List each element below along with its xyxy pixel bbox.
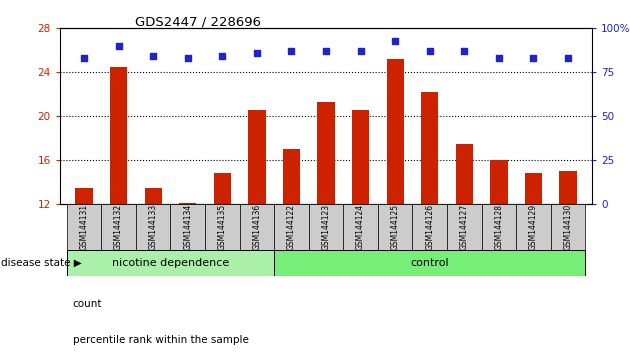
- Text: GSM144127: GSM144127: [460, 204, 469, 250]
- Text: percentile rank within the sample: percentile rank within the sample: [72, 335, 248, 345]
- FancyBboxPatch shape: [274, 250, 585, 276]
- Bar: [144, 188, 162, 204]
- FancyBboxPatch shape: [205, 204, 239, 250]
- Bar: [352, 110, 369, 204]
- FancyBboxPatch shape: [481, 204, 516, 250]
- Text: GSM144128: GSM144128: [495, 204, 503, 250]
- Point: [321, 48, 331, 54]
- Text: GDS2447 / 228696: GDS2447 / 228696: [135, 16, 261, 29]
- FancyBboxPatch shape: [343, 204, 378, 250]
- Point: [148, 53, 158, 59]
- Point: [529, 55, 539, 61]
- Point: [355, 48, 365, 54]
- FancyBboxPatch shape: [67, 250, 274, 276]
- Bar: [387, 59, 404, 204]
- Point: [563, 55, 573, 61]
- FancyBboxPatch shape: [378, 204, 413, 250]
- Bar: [455, 144, 473, 204]
- Text: GSM144130: GSM144130: [563, 204, 573, 250]
- Text: GSM144125: GSM144125: [391, 204, 399, 250]
- FancyBboxPatch shape: [447, 204, 481, 250]
- Bar: [525, 173, 542, 204]
- Point: [252, 50, 262, 56]
- Text: GSM144133: GSM144133: [149, 204, 158, 250]
- FancyBboxPatch shape: [67, 204, 101, 250]
- Text: nicotine dependence: nicotine dependence: [112, 258, 229, 268]
- Text: control: control: [410, 258, 449, 268]
- FancyBboxPatch shape: [136, 204, 171, 250]
- Text: GSM144122: GSM144122: [287, 204, 296, 250]
- Text: GSM144132: GSM144132: [114, 204, 123, 250]
- Text: GSM144131: GSM144131: [79, 204, 89, 250]
- Text: GSM144123: GSM144123: [321, 204, 331, 250]
- FancyBboxPatch shape: [516, 204, 551, 250]
- Bar: [318, 102, 335, 204]
- Text: GSM144129: GSM144129: [529, 204, 538, 250]
- Point: [459, 48, 469, 54]
- FancyBboxPatch shape: [309, 204, 343, 250]
- FancyBboxPatch shape: [413, 204, 447, 250]
- Text: GSM144124: GSM144124: [356, 204, 365, 250]
- Point: [287, 48, 297, 54]
- Text: GSM144135: GSM144135: [218, 204, 227, 250]
- Text: count: count: [72, 299, 102, 309]
- Bar: [283, 149, 300, 204]
- Bar: [421, 92, 438, 204]
- Text: GSM144126: GSM144126: [425, 204, 434, 250]
- Text: disease state ▶: disease state ▶: [1, 258, 82, 268]
- Bar: [559, 171, 576, 204]
- Bar: [76, 188, 93, 204]
- Point: [425, 48, 435, 54]
- Bar: [179, 203, 197, 204]
- FancyBboxPatch shape: [274, 204, 309, 250]
- Text: GSM144136: GSM144136: [253, 204, 261, 250]
- Bar: [110, 67, 127, 204]
- Point: [79, 55, 89, 61]
- Bar: [214, 173, 231, 204]
- Point: [113, 43, 123, 49]
- FancyBboxPatch shape: [171, 204, 205, 250]
- Bar: [490, 160, 508, 204]
- Point: [390, 38, 400, 44]
- Point: [183, 55, 193, 61]
- FancyBboxPatch shape: [101, 204, 136, 250]
- Point: [217, 53, 227, 59]
- Bar: [248, 110, 265, 204]
- FancyBboxPatch shape: [239, 204, 274, 250]
- FancyBboxPatch shape: [551, 204, 585, 250]
- Point: [494, 55, 504, 61]
- Text: GSM144134: GSM144134: [183, 204, 192, 250]
